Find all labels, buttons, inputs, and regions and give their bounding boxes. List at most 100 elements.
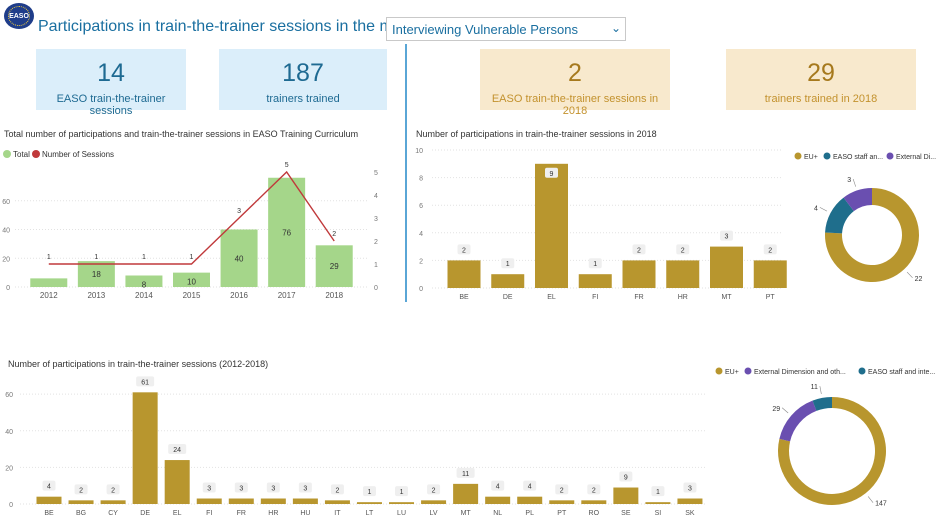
kpi-value: 2	[568, 59, 582, 87]
bar-total	[173, 272, 210, 287]
page-title: Participations in train-the-trainer sess…	[38, 18, 441, 35]
x-tick-label: 2016	[230, 291, 248, 300]
x-tick-label: SK	[685, 510, 695, 517]
bar-value-label-bg	[298, 482, 312, 493]
bar-value-label-bg	[545, 167, 558, 178]
bar-value-label-bg	[491, 480, 505, 491]
legend-marker	[858, 367, 866, 375]
bar-total	[77, 261, 115, 287]
bar-value-label-bg	[330, 484, 344, 495]
bar-2012-2018	[421, 500, 447, 504]
y-tick-label: 0	[6, 285, 10, 292]
bar-value-label-bg	[456, 467, 475, 478]
y-tick-label: 60	[2, 199, 10, 206]
bar-value-label: 3	[725, 234, 729, 241]
y-tick-label: 4	[419, 231, 423, 238]
donut-value-label: 147	[875, 501, 887, 508]
bar-value-label: 2	[768, 247, 772, 254]
x-tick-label: PT	[766, 294, 776, 301]
x-tick-label: 2013	[87, 291, 105, 300]
x-tick-label: FR	[237, 510, 246, 517]
kpi-value: 29	[807, 59, 835, 87]
legend-marker	[823, 152, 831, 160]
y-tick-label: 40	[5, 429, 13, 436]
bar-value-label-bg	[588, 258, 602, 269]
x-tick-label: FI	[206, 510, 212, 517]
bar-value-label-bg	[168, 444, 187, 455]
bar-value-label-bg	[763, 244, 777, 255]
x-tick-label: PT	[557, 510, 567, 517]
donut-value-label: 4	[814, 205, 818, 212]
bar-value-label-bg	[202, 482, 216, 493]
kpi-card-trainers-2018: 29 trainers trained in 2018	[726, 49, 916, 110]
bar-value-label-bg	[619, 471, 633, 482]
bar-value-label: 4	[496, 484, 500, 491]
legend-label: EU+	[804, 154, 818, 161]
bar-value-label: 10	[187, 278, 196, 287]
bar-value-label-bg	[720, 230, 733, 241]
x-tick-label: HR	[268, 510, 278, 517]
bar-2012-2018	[132, 392, 158, 504]
bar-value-label-bg	[457, 244, 471, 255]
bar-total	[125, 275, 163, 287]
line-value-label: 1	[142, 254, 146, 261]
bar-2012-2018	[228, 498, 254, 504]
bar-2018	[666, 260, 700, 288]
bar-value-label: 29	[330, 262, 339, 271]
line-value-label: 1	[190, 254, 194, 261]
y2-tick-label: 2	[374, 239, 378, 246]
bar-value-label-bg	[632, 244, 646, 255]
bar-value-label: 1	[368, 489, 372, 496]
bar-value-label: 1	[506, 261, 510, 268]
bar-2012-2018	[164, 460, 190, 504]
x-tick-label: EL	[547, 294, 556, 301]
y-tick-label: 0	[419, 286, 423, 293]
module-dropdown-value: Interviewing Vulnerable Persons	[392, 22, 578, 37]
x-tick-label: IT	[334, 510, 341, 517]
bar-2012-2018	[100, 500, 126, 504]
kpi-card-sessions-2018: 2 EASO train-the-trainer sessions in 201…	[480, 49, 670, 117]
bar-value-label-bg	[362, 486, 376, 497]
bar-value-label: 76	[282, 228, 291, 237]
bar-2012-2018	[613, 487, 639, 504]
kpi-label: trainers trained	[266, 93, 340, 105]
module-dropdown[interactable]: Interviewing Vulnerable Persons ⌄	[386, 17, 626, 41]
bar-value-label: 9	[550, 171, 554, 178]
bar-value-label: 2	[637, 247, 641, 254]
bar-value-label: 8	[142, 281, 147, 290]
x-tick-label: CY	[108, 510, 118, 517]
bar-value-label-bg	[683, 482, 697, 493]
legend-marker-sessions	[32, 150, 40, 158]
kpi-label: EASO train-the-trainer sessions in 2018	[491, 93, 659, 117]
legend-marker	[715, 367, 723, 375]
bar-2012-2018	[517, 496, 543, 504]
legend-label: EASO staff and inte...	[868, 369, 935, 376]
bar-value-label: 4	[47, 484, 51, 491]
bar-2018	[447, 260, 481, 288]
y-tick-label: 40	[2, 228, 10, 235]
chevron-down-icon[interactable]: ⌄	[610, 21, 621, 35]
y2-tick-label: 3	[374, 216, 378, 223]
x-tick-label: 2018	[325, 291, 343, 300]
bar-2012-2018	[260, 498, 286, 504]
x-tick-label: SE	[621, 510, 631, 517]
bar-2012-2018	[389, 502, 415, 504]
x-tick-label: 2015	[183, 291, 201, 300]
x-tick-label: 2017	[278, 291, 296, 300]
chart-title-2018: Number of participations in train-the-tr…	[416, 129, 657, 139]
legend-label: External Dimension and oth...	[754, 369, 846, 376]
bar-2012-2018	[453, 483, 479, 504]
bar-total	[315, 245, 353, 287]
bar-value-label: 40	[235, 254, 244, 263]
bar-value-label: 3	[271, 486, 275, 493]
bar-2012-2018	[292, 498, 318, 504]
bar-value-label-bg	[427, 484, 441, 495]
x-tick-label: DE	[140, 510, 150, 517]
line-sessions	[48, 170, 335, 265]
bar-2012-2018	[36, 496, 62, 504]
x-tick-label: 2014	[135, 291, 153, 300]
kpi-card-sessions: 14 EASO train-the-trainer sessions	[36, 49, 186, 117]
bar-value-label-bg	[523, 480, 537, 491]
bar-2018	[535, 163, 568, 288]
bar-value-label-bg	[266, 482, 280, 493]
